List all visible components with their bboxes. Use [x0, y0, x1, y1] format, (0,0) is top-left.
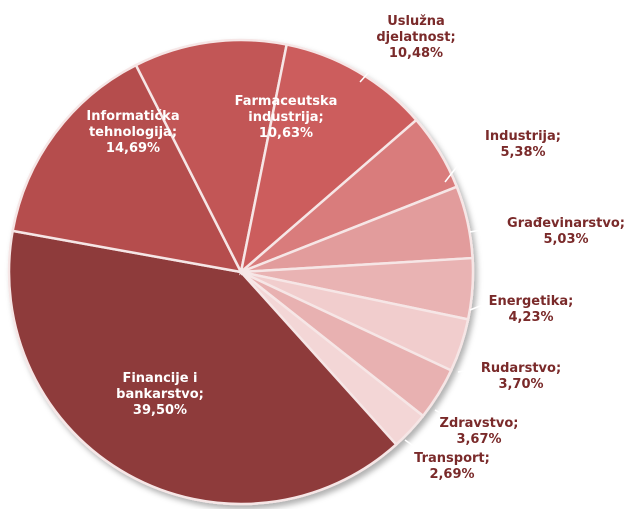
- data-label: Industrija; 5,38%: [473, 129, 573, 161]
- slice: [7, 229, 399, 506]
- value-label: 39,50%: [132, 403, 188, 418]
- slice: [11, 63, 244, 274]
- category-label: Građevinarstvo;: [507, 216, 625, 231]
- value-label: 10,63%: [258, 126, 314, 141]
- value-label: 14,69%: [105, 141, 161, 156]
- leader-line: [434, 409, 451, 419]
- category-label: Industrija;: [485, 129, 561, 144]
- data-label: Rudarstvo; 3,70%: [471, 361, 571, 393]
- leader-line: [444, 133, 483, 183]
- category-label: Uslužna djelatnost;: [376, 14, 456, 45]
- category-label: Informatička tehnologija;: [86, 109, 180, 140]
- leader-line: [457, 367, 485, 373]
- category-label: Zdravstvo;: [439, 416, 519, 431]
- slice: [240, 271, 425, 447]
- data-label: Zdravstvo; 3,67%: [429, 416, 529, 448]
- category-label: Rudarstvo;: [480, 361, 562, 376]
- data-label: Građevinarstvo; 5,03%: [501, 216, 631, 248]
- data-label: Farmaceutska industrija; 10,63%: [231, 94, 341, 142]
- value-label: 3,67%: [456, 432, 502, 447]
- value-label: 10,48%: [388, 46, 444, 61]
- value-label: 4,23%: [508, 310, 554, 325]
- value-label: 5,38%: [500, 145, 546, 160]
- leader-line: [359, 61, 379, 83]
- data-label: Informatička tehnologija; 14,69%: [73, 109, 193, 157]
- data-label: Financije i bankarstvo; 39,50%: [95, 371, 225, 419]
- leader-line: [404, 439, 426, 455]
- leaders: [359, 61, 513, 455]
- value-label: 5,03%: [543, 232, 589, 247]
- leader-line: [469, 301, 491, 311]
- data-label: Uslužna djelatnost; 10,48%: [361, 14, 471, 62]
- slices: [7, 38, 475, 506]
- value-label: 3,70%: [498, 377, 544, 392]
- category-label: Energetika;: [488, 294, 574, 309]
- leader-line: [469, 223, 513, 233]
- data-label: Transport; 2,69%: [402, 451, 502, 483]
- category-label: Financije i bankarstvo;: [116, 371, 204, 402]
- category-label: Farmaceutska industrija;: [234, 94, 338, 125]
- category-label: Transport;: [414, 451, 490, 466]
- slice: [239, 43, 419, 276]
- value-label: 2,69%: [429, 467, 475, 482]
- data-label: Energetika; 4,23%: [481, 294, 581, 326]
- slice: [134, 38, 289, 276]
